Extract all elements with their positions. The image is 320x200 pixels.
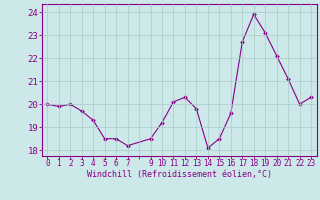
X-axis label: Windchill (Refroidissement éolien,°C): Windchill (Refroidissement éolien,°C) xyxy=(87,170,272,179)
